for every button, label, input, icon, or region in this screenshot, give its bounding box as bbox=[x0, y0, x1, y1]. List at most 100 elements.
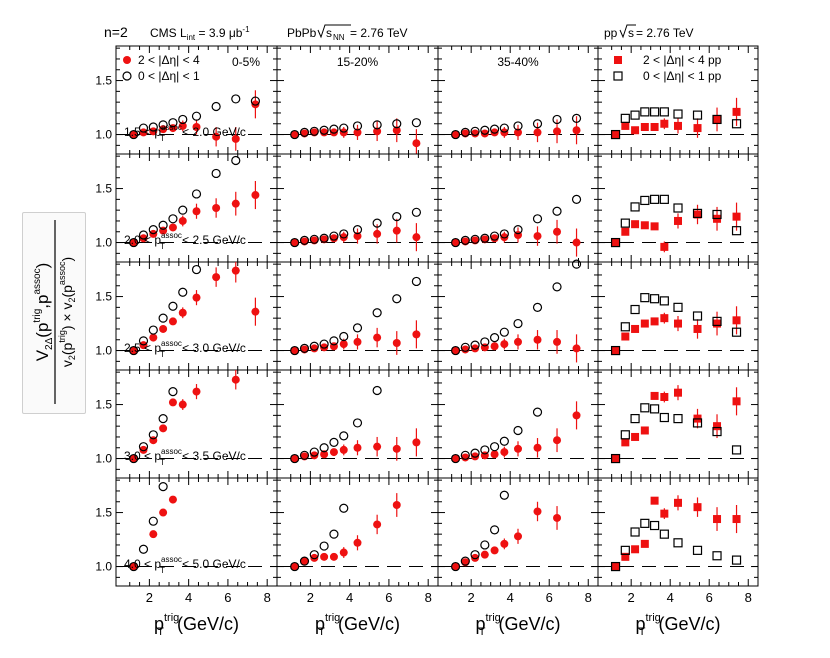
data-point-filled bbox=[674, 216, 682, 225]
data-point-filled bbox=[353, 337, 362, 346]
x-tick-label: 6 bbox=[546, 590, 553, 605]
data-point-open bbox=[470, 340, 480, 350]
panel-r3-c2 bbox=[437, 369, 599, 479]
data-point-open bbox=[319, 339, 329, 349]
data-point-filled bbox=[392, 339, 401, 347]
column-label: 15-20% bbox=[337, 55, 379, 69]
data-point-filled bbox=[693, 324, 702, 333]
data-point-open bbox=[309, 447, 319, 457]
data-point-filled bbox=[412, 233, 421, 242]
data-point-open bbox=[129, 453, 139, 464]
data-point-filled bbox=[713, 515, 722, 524]
data-point-open bbox=[148, 430, 158, 440]
data-point-filled bbox=[178, 121, 187, 130]
data-point-open bbox=[319, 443, 329, 453]
panel-r0-c0 bbox=[115, 45, 278, 155]
data-point-filled bbox=[500, 340, 509, 349]
data-point-open bbox=[372, 218, 382, 228]
data-point-filled bbox=[353, 232, 362, 241]
column-label: 0-5% bbox=[232, 55, 260, 69]
data-point-open bbox=[731, 119, 742, 129]
x-axis-title: ptrig T (GeV/c) bbox=[154, 612, 239, 638]
data-point-open bbox=[499, 123, 509, 133]
data-point-open bbox=[299, 343, 310, 353]
data-point-open bbox=[630, 110, 640, 120]
data-point-filled bbox=[353, 443, 362, 452]
row-assoc-label: 4.0 < passoc T < 5.0 GeV/c bbox=[124, 555, 246, 575]
data-point-open bbox=[290, 129, 300, 140]
plot-grid: 1.0 1.5 0-5% 15-20% 35-40% 1.5 < passoc T < 2.… bbox=[95, 45, 759, 638]
data-point-open bbox=[552, 282, 562, 292]
data-point-open bbox=[513, 425, 523, 436]
data-point-filled bbox=[451, 130, 460, 139]
data-point-open bbox=[138, 230, 149, 240]
data-point-filled bbox=[660, 393, 669, 401]
x-tick-label: 8 bbox=[745, 590, 752, 605]
data-point-filled bbox=[572, 411, 581, 420]
data-point-open bbox=[499, 327, 509, 337]
data-point-filled bbox=[732, 397, 741, 406]
x-tick-label: 4 bbox=[185, 590, 192, 605]
data-point-filled bbox=[650, 123, 659, 131]
y-tick-label: 1.5 bbox=[95, 506, 112, 520]
y-axis-title: V2Δ(ptrig,passoc) v2(ptrig) × v2(passoc) bbox=[32, 220, 77, 404]
data-point-open bbox=[659, 107, 669, 117]
data-point-open bbox=[489, 525, 500, 535]
data-point-open bbox=[480, 233, 490, 243]
data-point-open bbox=[148, 516, 158, 526]
data-point-open bbox=[712, 551, 722, 561]
harmonic-label: n=2 bbox=[104, 24, 128, 40]
data-point-filled bbox=[168, 317, 177, 326]
data-point-open bbox=[299, 450, 310, 460]
data-point-open bbox=[339, 431, 349, 441]
panel-r2-c3 bbox=[597, 261, 759, 371]
legend-label-filled: 2 < |Δη| < 4 bbox=[138, 53, 200, 67]
data-point-filled bbox=[650, 317, 659, 326]
data-point-open bbox=[640, 293, 650, 303]
data-point-filled bbox=[713, 319, 722, 328]
data-point-open bbox=[309, 341, 319, 351]
data-point-filled bbox=[461, 453, 470, 462]
data-point-open bbox=[659, 296, 669, 306]
data-point-open bbox=[620, 218, 630, 228]
svg-text:= 2.76 TeV: = 2.76 TeV bbox=[636, 26, 694, 40]
data-point-filled bbox=[461, 345, 470, 354]
data-point-open bbox=[191, 189, 202, 199]
data-point-open bbox=[352, 121, 363, 131]
data-point-open bbox=[480, 337, 490, 347]
x-axis-title: ptrig T (GeV/c) bbox=[635, 612, 720, 638]
data-point-filled bbox=[621, 121, 630, 130]
data-point-filled bbox=[231, 134, 240, 143]
data-point-open bbox=[489, 442, 500, 452]
panel-r4-c3: ptrig T (GeV/c) bbox=[597, 477, 759, 638]
data-point-filled bbox=[129, 130, 138, 139]
data-point-filled bbox=[168, 495, 177, 504]
data-point-open bbox=[640, 107, 650, 117]
data-point-filled bbox=[212, 132, 221, 141]
data-point-filled bbox=[320, 343, 329, 352]
pp-energy-label: pp s = 2.76 TeV bbox=[604, 24, 694, 40]
data-point-open bbox=[731, 555, 742, 565]
data-point-open bbox=[513, 225, 523, 235]
data-point-open bbox=[659, 529, 669, 539]
y-tick-label: 1.5 bbox=[95, 398, 112, 412]
data-point-filled bbox=[611, 454, 620, 463]
data-point-filled bbox=[471, 344, 480, 353]
data-point-filled bbox=[168, 398, 177, 407]
data-point-filled bbox=[178, 216, 187, 225]
data-point-open bbox=[372, 308, 382, 318]
data-point-filled bbox=[674, 498, 682, 507]
y-tick-label: 1.5 bbox=[95, 290, 112, 304]
y-tick-label: 1.0 bbox=[95, 344, 112, 358]
data-point-filled bbox=[490, 546, 499, 555]
data-point-open bbox=[138, 442, 149, 452]
data-point-open bbox=[411, 276, 422, 287]
data-point-open bbox=[649, 294, 660, 304]
data-point-filled bbox=[572, 344, 581, 353]
data-point-filled bbox=[553, 436, 562, 445]
data-point-filled bbox=[500, 539, 509, 548]
data-point-open bbox=[692, 311, 703, 321]
data-point-filled bbox=[732, 107, 741, 116]
data-point-open bbox=[290, 453, 300, 464]
data-point-filled bbox=[251, 191, 260, 200]
